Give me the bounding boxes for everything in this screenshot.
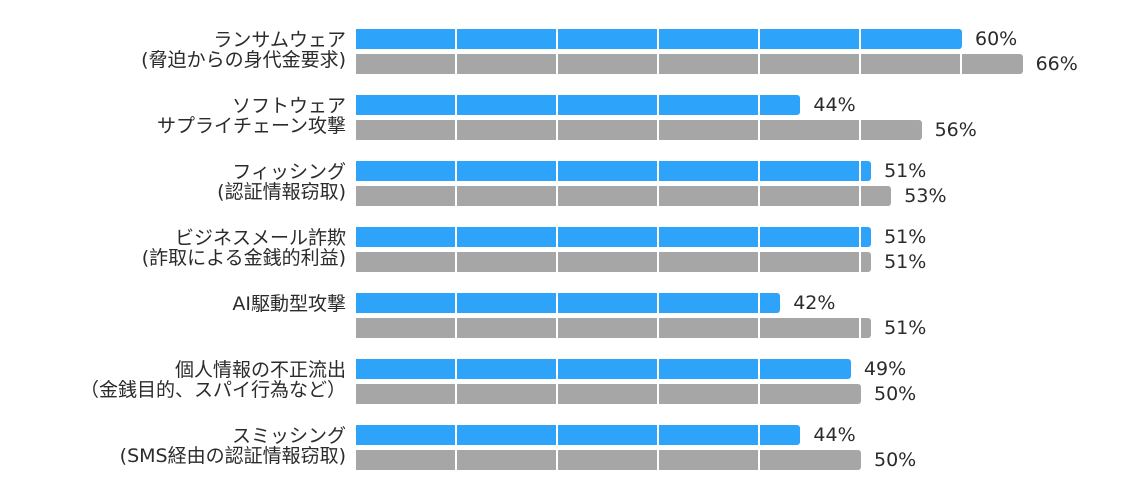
secondary-bar xyxy=(356,54,1023,74)
primary-bar xyxy=(356,359,851,379)
chart-row: AI駆動型攻撃 42% 51% xyxy=(0,293,1132,338)
category-label-line1: フィッシング xyxy=(232,161,346,183)
bar-pair: 51% 53% xyxy=(356,161,1132,206)
primary-bar-line: 51% xyxy=(356,227,1132,247)
category-label: フィッシング (認証情報窃取) xyxy=(0,162,356,206)
category-label-line2: (SMS経由の認証情報窃取) xyxy=(119,445,346,467)
secondary-value-label: 56% xyxy=(934,119,977,141)
chart-row: ソフトウェア サプライチェーン攻撃 44% 56% xyxy=(0,95,1132,140)
chart-rows: ランサムウェア (脅迫からの身代金要求) 60% 66% ソフトウェア サプライ… xyxy=(0,29,1132,470)
category-label-line1: 個人情報の不正流出 xyxy=(174,359,346,381)
primary-value-label: 44% xyxy=(813,424,856,446)
bar-pair: 44% 56% xyxy=(356,95,1132,140)
secondary-bar xyxy=(356,120,922,140)
secondary-bar-line: 66% xyxy=(356,54,1132,74)
secondary-bar xyxy=(356,186,892,206)
category-label: 個人情報の不正流出 （金銭目的、スパイ行為など） xyxy=(0,360,356,404)
category-label-line1: ランサムウェア xyxy=(213,29,346,51)
primary-bar xyxy=(356,425,801,445)
chart-row: 個人情報の不正流出 （金銭目的、スパイ行為など） 49% 50% xyxy=(0,359,1132,404)
primary-bar xyxy=(356,29,962,49)
secondary-bar-line: 51% xyxy=(356,252,1132,272)
primary-bar xyxy=(356,293,781,313)
secondary-bar xyxy=(356,450,861,470)
primary-bar xyxy=(356,161,872,181)
category-label: ビジネスメール詐欺 (詐取による金銭的利益) xyxy=(0,228,356,272)
secondary-value-label: 50% xyxy=(874,383,917,405)
paired-bar-chart: ランサムウェア (脅迫からの身代金要求) 60% 66% ソフトウェア サプライ… xyxy=(0,29,1132,470)
primary-bar-line: 60% xyxy=(356,29,1132,49)
chart-row: ランサムウェア (脅迫からの身代金要求) 60% 66% xyxy=(0,29,1132,74)
category-label-line2: (脅迫からの身代金要求) xyxy=(141,49,346,71)
category-label: AI駆動型攻撃 xyxy=(0,294,356,338)
chart-row: ビジネスメール詐欺 (詐取による金銭的利益) 51% 51% xyxy=(0,227,1132,272)
secondary-bar xyxy=(356,384,861,404)
category-label: ランサムウェア (脅迫からの身代金要求) xyxy=(0,30,356,74)
bar-pair: 42% 51% xyxy=(356,293,1132,338)
category-label-line2 xyxy=(0,314,346,334)
primary-value-label: 51% xyxy=(884,226,927,248)
bar-pair: 60% 66% xyxy=(356,29,1132,74)
secondary-bar-line: 50% xyxy=(356,384,1132,404)
primary-bar-line: 42% xyxy=(356,293,1132,313)
secondary-value-label: 66% xyxy=(1035,53,1078,75)
category-label-line1: ソフトウェア xyxy=(231,95,346,117)
secondary-value-label: 51% xyxy=(884,251,927,273)
primary-bar xyxy=(356,95,801,115)
primary-value-label: 44% xyxy=(813,94,856,116)
secondary-bar-line: 50% xyxy=(356,450,1132,470)
primary-bar-line: 49% xyxy=(356,359,1132,379)
primary-bar-line: 44% xyxy=(356,425,1132,445)
primary-bar-line: 51% xyxy=(356,161,1132,181)
secondary-bar xyxy=(356,318,872,338)
bar-pair: 51% 51% xyxy=(356,227,1132,272)
category-label-line2: （金銭目的、スパイ行為など） xyxy=(79,379,346,401)
secondary-bar-line: 51% xyxy=(356,318,1132,338)
secondary-value-label: 53% xyxy=(904,185,947,207)
category-label: スミッシング (SMS経由の認証情報窃取) xyxy=(0,426,356,470)
chart-row: スミッシング (SMS経由の認証情報窃取) 44% 50% xyxy=(0,425,1132,470)
secondary-bar-line: 53% xyxy=(356,186,1132,206)
category-label-line2: (詐取による金銭的利益) xyxy=(141,247,346,269)
secondary-bar-line: 56% xyxy=(356,120,1132,140)
secondary-value-label: 51% xyxy=(884,317,927,339)
secondary-bar xyxy=(356,252,872,272)
category-label-line2: サプライチェーン攻撃 xyxy=(156,115,346,137)
category-label-line1: AI駆動型攻撃 xyxy=(232,293,346,315)
category-label-line1: ビジネスメール詐欺 xyxy=(174,227,346,249)
primary-bar-line: 44% xyxy=(356,95,1132,115)
category-label-line2: (認証情報窃取) xyxy=(217,181,346,203)
primary-value-label: 42% xyxy=(793,292,836,314)
bar-pair: 44% 50% xyxy=(356,425,1132,470)
primary-value-label: 51% xyxy=(884,160,927,182)
secondary-value-label: 50% xyxy=(874,449,917,471)
primary-value-label: 49% xyxy=(863,358,907,380)
primary-bar xyxy=(356,227,872,247)
bar-pair: 49% 50% xyxy=(356,359,1132,404)
chart-row: フィッシング (認証情報窃取) 51% 53% xyxy=(0,161,1132,206)
category-label: ソフトウェア サプライチェーン攻撃 xyxy=(0,96,356,140)
primary-value-label: 60% xyxy=(975,28,1018,50)
category-label-line1: スミッシング xyxy=(231,425,346,447)
